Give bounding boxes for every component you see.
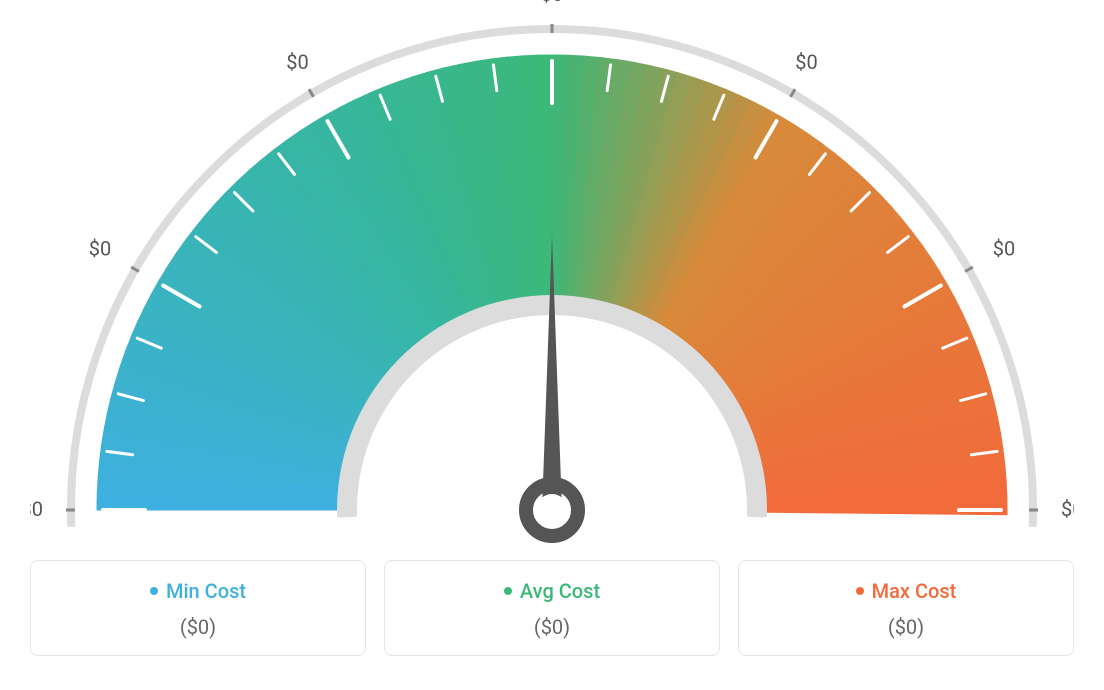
gauge-svg: $0 $0 $0 $0 $0 $0 $0 (30, 0, 1074, 560)
legend-dot-max (856, 587, 864, 595)
gauge-label: $0 (1061, 497, 1074, 521)
gauge-label: $0 (30, 497, 43, 521)
legend-title-max: Max Cost (856, 579, 957, 603)
gauge-label: $0 (795, 50, 817, 74)
gauge-label: $0 (993, 237, 1015, 261)
legend-label-min: Min Cost (166, 579, 246, 603)
legend-row: Min Cost ($0) Avg Cost ($0) Max Cost ($0… (30, 560, 1074, 656)
legend-label-avg: Avg Cost (520, 579, 600, 603)
legend-value-avg: ($0) (395, 615, 709, 639)
legend-card-max: Max Cost ($0) (738, 560, 1074, 656)
legend-value-min: ($0) (41, 615, 355, 639)
legend-card-min: Min Cost ($0) (30, 560, 366, 656)
gauge-chart: $0 $0 $0 $0 $0 $0 $0 (30, 0, 1074, 560)
legend-value-max: ($0) (749, 615, 1063, 639)
gauge-hub-inner (536, 494, 568, 526)
legend-dot-avg (504, 587, 512, 595)
legend-card-avg: Avg Cost ($0) (384, 560, 720, 656)
legend-title-avg: Avg Cost (504, 579, 600, 603)
gauge-label: $0 (286, 50, 308, 74)
legend-title-min: Min Cost (150, 579, 246, 603)
chart-container: $0 $0 $0 $0 $0 $0 $0 Min Cost ($0) Avg Cost ($… (0, 0, 1104, 690)
legend-label-max: Max Cost (872, 579, 957, 603)
gauge-label: $0 (89, 237, 111, 261)
gauge-label: $0 (541, 0, 563, 6)
legend-dot-min (150, 587, 158, 595)
